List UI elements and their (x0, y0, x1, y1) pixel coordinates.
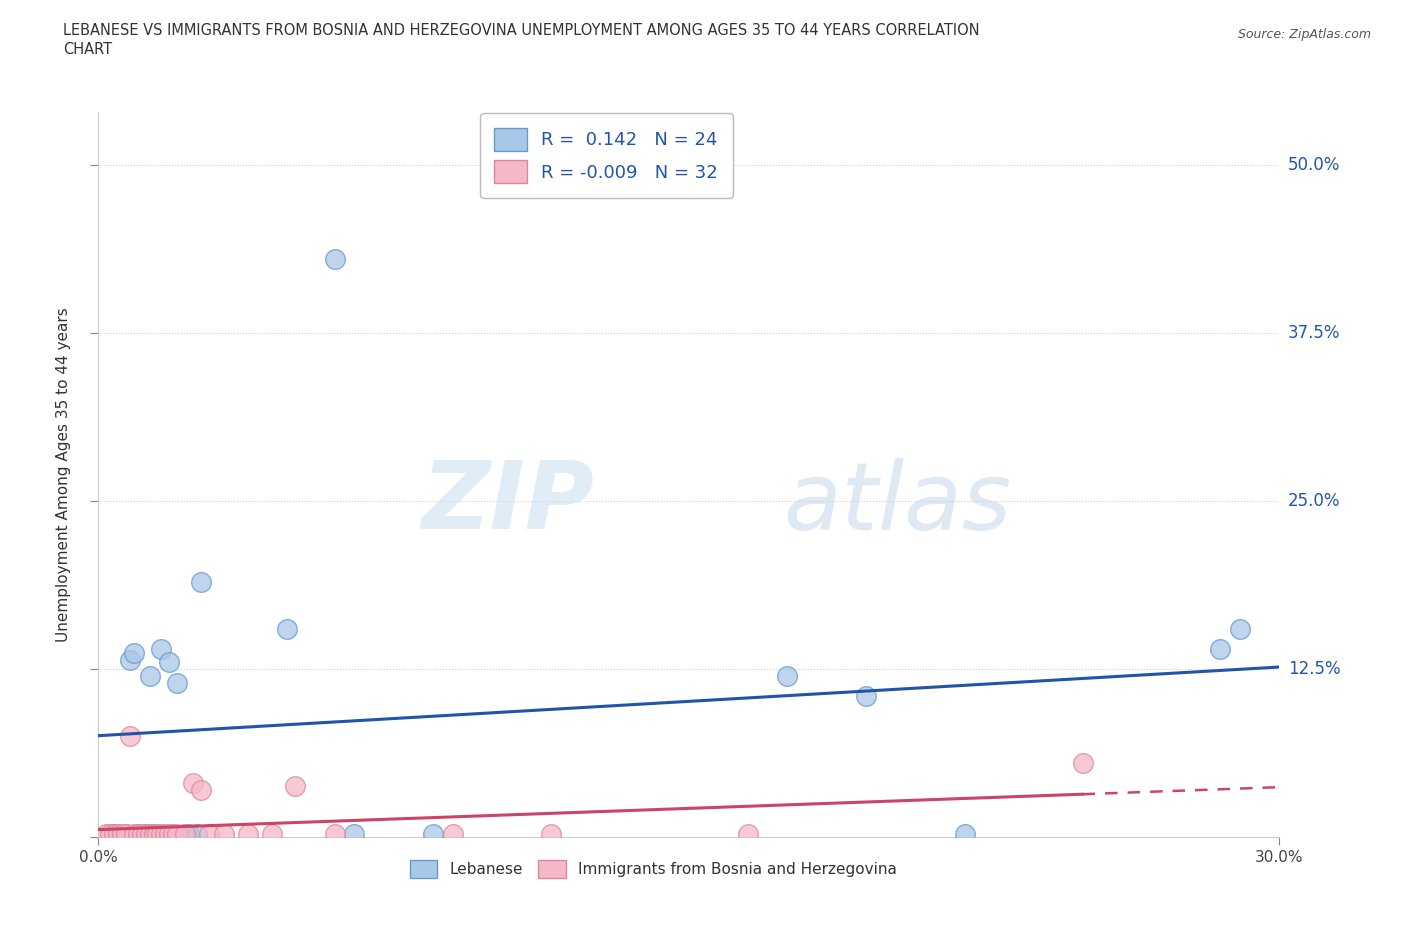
Text: 50.0%: 50.0% (1288, 156, 1340, 174)
Point (150, 642, 173, 657)
Point (190, 782, 212, 797)
Text: 25.0%: 25.0% (1288, 492, 1340, 511)
Point (323, 827, 346, 842)
Text: 12.5%: 12.5% (1288, 660, 1340, 678)
Point (174, 827, 197, 842)
Point (323, 252, 346, 267)
Point (737, 827, 759, 842)
Point (162, 827, 184, 842)
Point (284, 778, 307, 793)
Point (157, 827, 180, 842)
Text: CHART: CHART (63, 42, 112, 57)
Point (953, 827, 976, 842)
Point (214, 827, 236, 842)
Point (343, 827, 366, 842)
Point (166, 827, 188, 842)
Point (1209, 642, 1232, 657)
Point (122, 645, 145, 660)
Point (276, 621, 298, 636)
Point (142, 827, 165, 842)
Point (776, 669, 799, 684)
Point (118, 652, 141, 667)
Point (115, 827, 138, 842)
Point (118, 729, 141, 744)
Legend: Lebanese, Immigrants from Bosnia and Herzegovina: Lebanese, Immigrants from Bosnia and Her… (404, 854, 903, 883)
Y-axis label: Unemployment Among Ages 35 to 44 years: Unemployment Among Ages 35 to 44 years (56, 307, 72, 642)
Point (855, 688, 877, 703)
Point (98, 827, 121, 842)
Point (422, 827, 444, 842)
Point (174, 827, 197, 842)
Point (236, 827, 259, 842)
Point (127, 827, 149, 842)
Text: 37.5%: 37.5% (1288, 325, 1340, 342)
Point (96, 827, 118, 842)
Text: LEBANESE VS IMMIGRANTS FROM BOSNIA AND HERZEGOVINA UNEMPLOYMENT AMONG AGES 35 TO: LEBANESE VS IMMIGRANTS FROM BOSNIA AND H… (63, 23, 980, 38)
Point (177, 827, 200, 842)
Point (441, 827, 464, 842)
Point (131, 827, 153, 842)
Point (181, 776, 204, 790)
Point (142, 827, 165, 842)
Point (138, 827, 160, 842)
Point (138, 669, 160, 684)
Point (115, 827, 138, 842)
Point (197, 827, 219, 842)
Point (122, 827, 145, 842)
Text: atlas: atlas (783, 458, 1012, 549)
Point (135, 827, 157, 842)
Point (1229, 621, 1251, 636)
Point (107, 827, 129, 842)
Point (103, 827, 125, 842)
Point (157, 655, 180, 670)
Point (155, 827, 177, 842)
Point (260, 827, 283, 842)
Point (150, 827, 173, 842)
Text: Source: ZipAtlas.com: Source: ZipAtlas.com (1237, 28, 1371, 41)
Point (111, 827, 134, 842)
Point (1071, 756, 1094, 771)
Point (166, 675, 188, 690)
Point (540, 827, 562, 842)
Point (103, 827, 125, 842)
Point (135, 827, 157, 842)
Point (186, 827, 208, 842)
Point (190, 575, 212, 590)
Point (127, 827, 149, 842)
Text: ZIP: ZIP (422, 458, 595, 550)
Point (146, 827, 169, 842)
